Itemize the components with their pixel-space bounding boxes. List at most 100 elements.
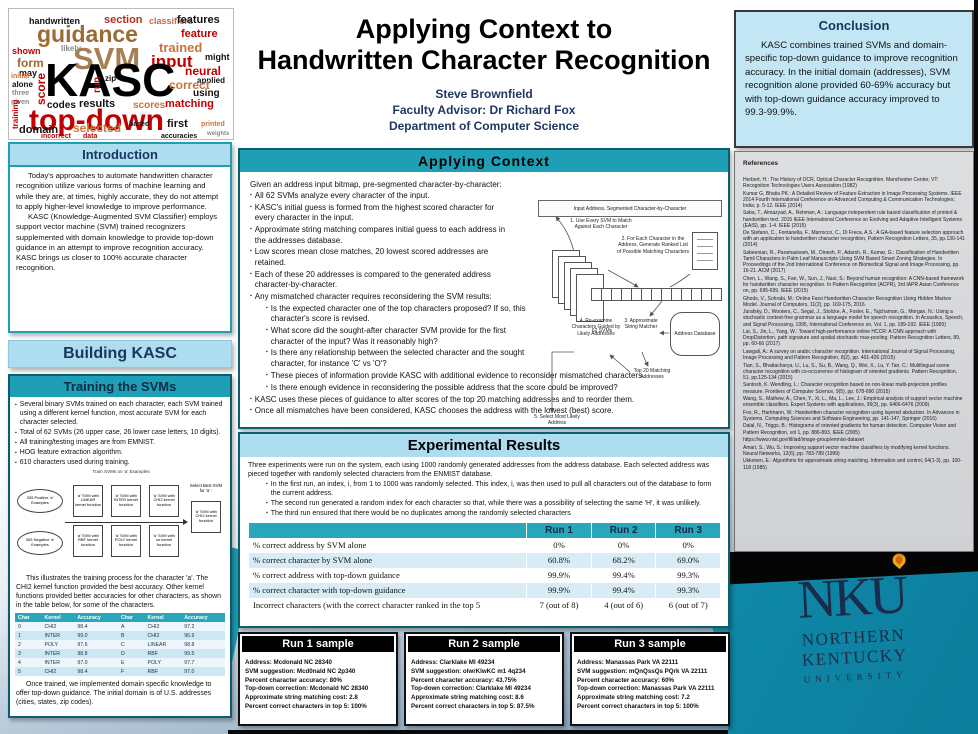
experimental-results-panel: Experimental Results Three experiments w…: [238, 432, 730, 628]
wordcloud-word: SVM: [73, 41, 141, 76]
bullet-marker: ▪: [250, 407, 252, 414]
wordcloud-word: KASC: [45, 54, 176, 106]
bullet-text: Once all mismatches have been considered…: [254, 406, 614, 416]
run-sample-lines: Address: Clarklake MI 49234 SVM suggestio…: [406, 654, 562, 712]
kernel-table-row: 0 CHI2 98.4 A CHI2 97.2: [15, 622, 225, 632]
building-kasc-header: Building KASC: [8, 340, 232, 368]
bullet-text: These pieces of information provide KASC…: [270, 370, 645, 380]
bullet-text: What score did the sought-after characte…: [270, 326, 506, 346]
wordcloud-word: based: [129, 121, 150, 128]
wordcloud-word: input: [151, 52, 193, 71]
run-sample-line: SVM suggestion: olwrKlwKC m1 4q234: [411, 668, 558, 677]
run-line-label: Approximate string matching cost:: [245, 694, 350, 702]
wordcloud-word: handwritten: [29, 16, 80, 26]
wordcloud-word: neural: [185, 64, 222, 78]
positive-examples-ellipse: 305 Positive 'a' Examples: [17, 488, 63, 513]
kernel-table-cell: INTER: [41, 649, 75, 659]
applying-context-panel: Applying Context Given an address input …: [238, 148, 730, 429]
bullet-marker: ▪: [250, 192, 252, 198]
results-bullets: ▪ In the first run, an index, i, from 1 t…: [266, 480, 720, 518]
results-cell: 4 (out of 6): [590, 597, 656, 613]
results-cell: 99.4%: [590, 582, 656, 598]
reference-item: Herbert, H.: The History of OCR, Optical…: [743, 177, 939, 190]
author-name: Steve Brownfield: [435, 87, 533, 102]
wordcloud-word: initial: [11, 73, 30, 80]
run-line-value: 43.75%: [495, 676, 517, 684]
right-border: [974, 0, 978, 734]
run-sample-lines: Address: Manassas Park VA 22111 SVM sugge…: [572, 654, 728, 712]
bullet-marker: ▪: [266, 304, 268, 311]
kernel-table-header: Accuracy: [74, 613, 119, 623]
kernel-table-cell: 4: [15, 658, 42, 668]
bullet-marker: ▪: [15, 429, 17, 436]
results-cell: 69.0%: [655, 552, 720, 568]
introduction-para1: Today's approaches to automate handwritt…: [16, 171, 219, 211]
step4-label: 4. Re-examine Characters Guided by Likel…: [571, 318, 621, 337]
reference-item: Kumar G, Bhatia PK.: A Detailed Review o…: [743, 190, 962, 209]
kernel-table-cell: CHI2: [41, 622, 75, 632]
run-line-value: 80%: [329, 676, 343, 684]
introduction-para2: KASC (Knowledge-Augmented SVM Classifier…: [16, 212, 218, 273]
kernel-function-box: 'a' SVM with RBF kernel function: [73, 524, 103, 557]
kernel-table-cell: B: [118, 631, 145, 641]
kernel-table-header: Kernel: [41, 613, 75, 623]
results-row-label: % correct character with top-down guidan…: [247, 582, 527, 598]
bullet-marker: ▪: [250, 293, 252, 300]
step1-label: 1. Use Every SVM to Match Against Each C…: [570, 218, 632, 231]
bullet-item: ▪ Is the expected character one of the to…: [266, 304, 531, 325]
kernel-table-cell: CHI2: [41, 667, 75, 677]
kernel-function-box: 'a' SVM with POLY kernel function: [111, 524, 141, 557]
experimental-results-body: Three experiments were run on the system…: [240, 457, 728, 613]
wordcloud-word: data: [83, 133, 98, 140]
run-line-label: SVM suggestion:: [245, 667, 297, 675]
best-svm-box: 'a' SVM with CHI2 kernel function: [191, 500, 221, 533]
reference-item: Saba, T., Almazyad, A., Rehman, A.: Lang…: [743, 210, 963, 229]
bullet-marker: ▪: [266, 371, 268, 378]
bullet-item: ▪ Once all mismatches have been considere…: [250, 406, 702, 416]
reference-item: Dalal, N., Triggs, B.: Histograms of ori…: [743, 423, 957, 436]
kernel-table-cell: RBF: [144, 649, 182, 659]
run-line-label: Percent character accuracy:: [411, 676, 496, 684]
reference-item: Jurafsky, D., Wooters, C., Segal, J., St…: [743, 309, 964, 328]
bullet-item: ▪ The second run generated a random index…: [266, 499, 720, 508]
results-table-row: % correct address by SVM alone 0% 0% 0%: [247, 537, 720, 553]
reference-item: De Stefano, C., Fontanella, F., Marrocco…: [743, 230, 965, 249]
introduction-body: Today's approaches to automate handwritt…: [10, 167, 230, 278]
wordcloud-word: given: [11, 99, 30, 106]
training-caption: This illustrates the training process fo…: [16, 574, 221, 610]
results-cell: 99.4%: [590, 567, 656, 583]
wordcloud-word: shown: [12, 46, 41, 56]
kernel-function-box: 'a' SVM with no kernel function: [149, 524, 179, 557]
wordcloud-word: run: [92, 76, 103, 93]
run-line-value: Manassas Park VA 22111: [641, 685, 715, 693]
run-sample-line: Percent correct characters in top 5: 100…: [577, 703, 724, 712]
kernel-table-cell: 99.0: [74, 631, 119, 641]
run-line-label: Percent correct characters in top 5:: [577, 702, 683, 710]
reference-item: Lawgali, A.: A survey on arabic characte…: [743, 348, 956, 362]
run-sample-line: Approximate string matching cost: 8.6: [411, 694, 558, 703]
training-bullets: ▪ Several binary SVMs trained on each cha…: [15, 401, 225, 468]
run-line-value: 8.6: [515, 694, 524, 702]
kernel-table-header: Accuracy: [181, 613, 225, 623]
kernel-table-cell: A: [118, 622, 145, 632]
bullet-text: Is there any relationship between the se…: [270, 348, 525, 368]
run-line-label: Top-down correction:: [411, 685, 476, 693]
results-cell: 0%: [526, 537, 592, 553]
bullet-item: ▪ All training/testing images are from EM…: [15, 439, 225, 448]
training-footer: Once trained, we implemented domain spec…: [16, 681, 212, 707]
bullet-text: KASC's initial guess is formed from the …: [254, 202, 495, 223]
results-row-label: % correct address by SVM alone: [247, 537, 527, 553]
author-block: Steve Brownfield Faculty Advisor: Dr Ric…: [240, 86, 728, 135]
bullet-text: 610 characters used during training.: [19, 458, 130, 466]
kernel-table-cell: CHI2: [144, 622, 182, 632]
run-line-value: Clarklake MI 49234: [475, 685, 531, 693]
wordcloud-word: features: [177, 14, 220, 26]
references-list: Herbert, H.: The History of OCR, Optical…: [743, 177, 965, 471]
wordcloud-word: feature: [181, 28, 218, 40]
bullet-text: Is the expected character one of the top…: [270, 303, 526, 324]
reference-item: Chen, L., Wang, S., Fan, W., Sun, J., Na…: [743, 275, 965, 295]
wordcloud-word: top-down: [29, 104, 164, 137]
kernel-table-cell: C: [118, 640, 145, 650]
run-sample-title: Run 3 sample: [574, 636, 726, 652]
run-line-label: Approximate string matching cost:: [411, 694, 516, 702]
